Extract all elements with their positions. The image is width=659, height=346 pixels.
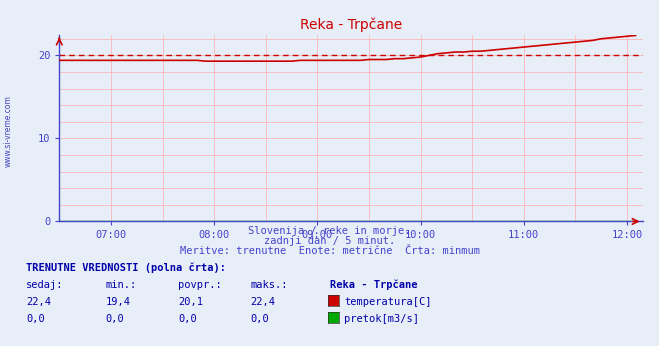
Text: povpr.:: povpr.: [178, 280, 221, 290]
Text: Meritve: trenutne  Enote: metrične  Črta: minmum: Meritve: trenutne Enote: metrične Črta: … [179, 246, 480, 256]
Text: Slovenija / reke in morje.: Slovenija / reke in morje. [248, 226, 411, 236]
Text: Reka - Trpčane: Reka - Trpčane [330, 279, 417, 290]
Text: 22,4: 22,4 [250, 297, 275, 307]
Text: 0,0: 0,0 [105, 315, 124, 325]
Text: pretok[m3/s]: pretok[m3/s] [344, 315, 419, 325]
Text: 19,4: 19,4 [105, 297, 130, 307]
Text: 22,4: 22,4 [26, 297, 51, 307]
Text: temperatura[C]: temperatura[C] [344, 297, 432, 307]
Text: 0,0: 0,0 [250, 315, 269, 325]
Text: zadnji dan / 5 minut.: zadnji dan / 5 minut. [264, 236, 395, 246]
Text: 0,0: 0,0 [178, 315, 196, 325]
Text: 20,1: 20,1 [178, 297, 203, 307]
Text: min.:: min.: [105, 280, 136, 290]
Text: TRENUTNE VREDNOSTI (polna črta):: TRENUTNE VREDNOSTI (polna črta): [26, 262, 226, 273]
Text: www.si-vreme.com: www.si-vreme.com [4, 95, 13, 167]
Text: maks.:: maks.: [250, 280, 288, 290]
Text: 0,0: 0,0 [26, 315, 45, 325]
Text: sedaj:: sedaj: [26, 280, 64, 290]
Title: Reka - Trpčane: Reka - Trpčane [300, 18, 402, 32]
